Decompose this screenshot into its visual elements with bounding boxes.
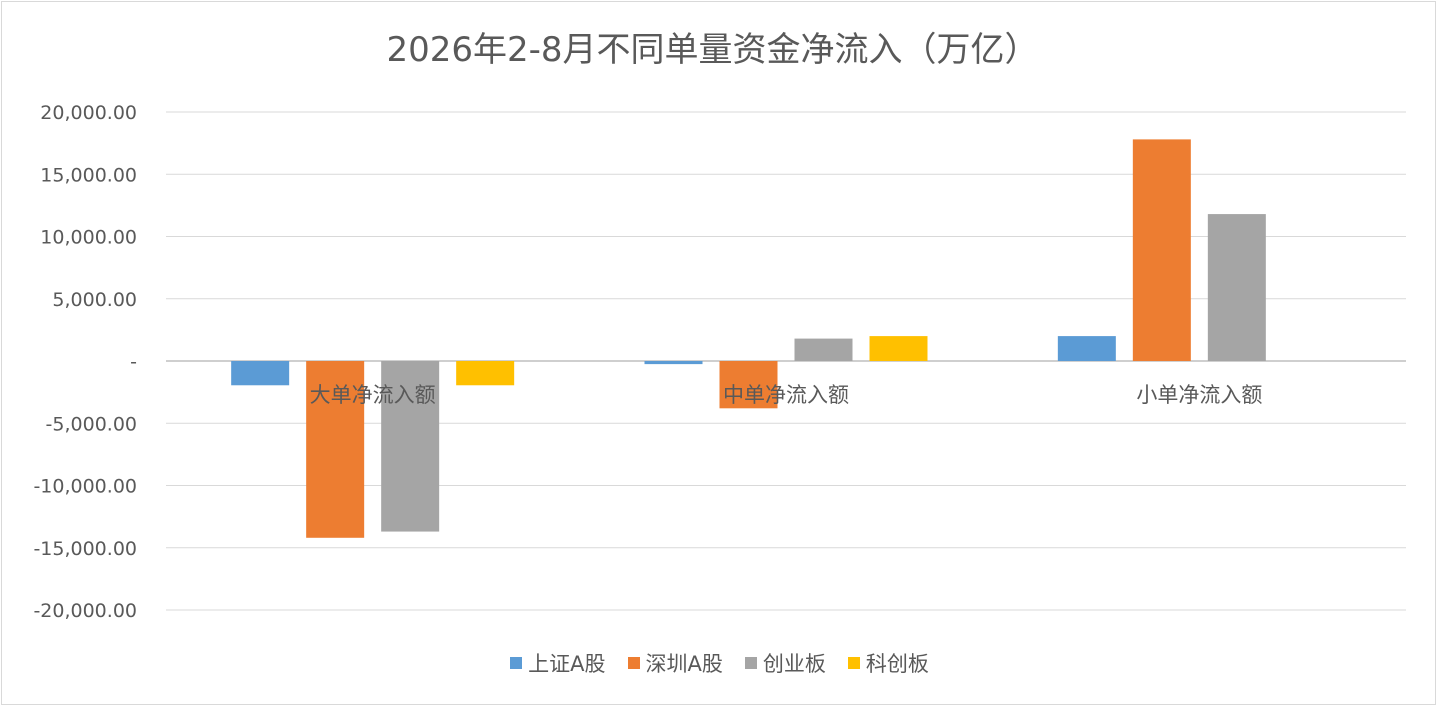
y-tick-label: 15,000.00 [40, 164, 137, 186]
chart-title: 2026年2-8月不同单量资金净流入（万亿） [386, 30, 1039, 70]
bar [231, 361, 290, 386]
legend-item: 深圳A股 [627, 648, 723, 678]
bar [1132, 139, 1191, 361]
bar [1057, 336, 1116, 361]
category-label: 小单净流入额 [1136, 383, 1262, 407]
legend-swatch [744, 657, 757, 669]
legend-item: 上证A股 [510, 648, 606, 678]
y-tick-label: -10,000.00 [33, 476, 137, 498]
y-tick-label: - [130, 351, 137, 373]
legend: 上证A股 深圳A股 创业板 科创板 [0, 648, 1439, 678]
y-tick-label: 20,000.00 [40, 102, 137, 124]
legend-swatch [510, 657, 523, 669]
category-label: 大单净流入额 [310, 383, 436, 407]
bar [869, 336, 928, 361]
bar [456, 361, 515, 386]
y-tick-label: -5,000.00 [46, 413, 137, 435]
legend-swatch [627, 657, 640, 669]
bar [719, 361, 778, 409]
legend-label: 科创板 [865, 652, 929, 676]
category-label: 中单净流入额 [723, 383, 849, 407]
legend-item: 科创板 [847, 648, 929, 678]
bar [644, 361, 703, 365]
y-tick-label: -20,000.00 [33, 600, 137, 622]
y-tick-label: 10,000.00 [40, 227, 137, 249]
legend-item: 创业板 [744, 648, 826, 678]
legend-swatch [847, 657, 860, 669]
bar [794, 338, 853, 361]
y-tick-label: 5,000.00 [52, 289, 137, 311]
bar [306, 361, 365, 538]
legend-label: 创业板 [762, 652, 826, 676]
y-tick-label: -15,000.00 [33, 538, 137, 560]
legend-label: 深圳A股 [645, 652, 723, 676]
bar [381, 361, 440, 532]
legend-label: 上证A股 [528, 652, 606, 676]
bar [1207, 214, 1266, 361]
